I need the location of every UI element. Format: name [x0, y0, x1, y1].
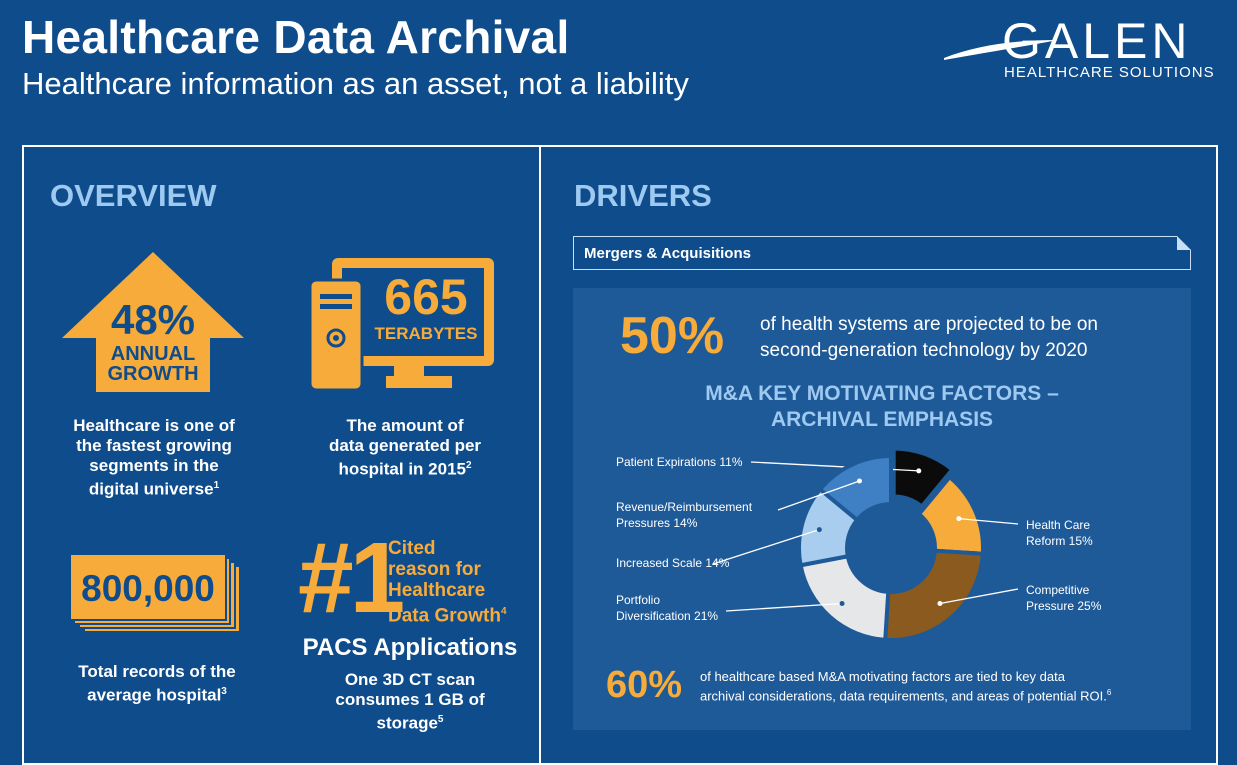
logo-tagline: HEALTHCARE SOLUTIONS — [1004, 64, 1215, 81]
ct-caption: One 3D CT scan consumes 1 GB of storage5 — [335, 670, 485, 733]
donut-slice-patient-expirations — [891, 446, 956, 510]
growth-arrow-graphic: 48% ANNUAL GROWTH — [62, 252, 244, 392]
growth-pct: 48% — [110, 296, 196, 343]
leader-dot-patient-expirations — [916, 468, 922, 474]
up-arrow-icon — [62, 252, 244, 392]
logo-swoosh-icon — [944, 40, 1058, 60]
leader-line-competitive-pressure — [939, 588, 1019, 605]
leader-line-portfolio-diversification — [725, 602, 843, 612]
terabytes-caption: The amount of data generated per hospita… — [328, 416, 482, 479]
logo-wordmark: GALEN — [1002, 13, 1192, 69]
terabytes-unit: TERABYTES — [374, 324, 478, 343]
label-portfolio-diversification: Portfolio Diversification 21% — [616, 593, 719, 623]
leader-line-increased-scale — [712, 528, 820, 565]
donut-slice-portfolio-diversification — [798, 553, 891, 642]
page-subtitle: Healthcare information as an asset, not … — [22, 66, 689, 101]
donut-slice-competitive-pressure — [883, 548, 985, 642]
galen-logo: GALEN HEALTHCARE SOLUTIONS — [940, 8, 1225, 88]
tab-mergers-acquisitions[interactable]: Mergers & Acquisitions — [573, 236, 1191, 270]
leader-dot-increased-scale — [816, 527, 822, 533]
stat-50-text: of health systems are projected to be on… — [760, 314, 1098, 361]
leader-dot-portfolio-diversification — [839, 601, 845, 607]
terabytes-number: 665 — [384, 269, 468, 325]
stat-50-pct: 50% — [620, 307, 725, 365]
leader-dot-health-care-reform — [956, 516, 962, 522]
label-health-care-reform: Health Care Reform 15% — [1026, 518, 1093, 548]
chart-title: M&A KEY MOTIVATING FACTORS – ARCHIVAL EM… — [705, 382, 1059, 431]
computer-icon — [310, 258, 494, 390]
leader-line-health-care-reform — [958, 517, 1019, 525]
records-caption: Total records of the average hospital3 — [78, 662, 236, 705]
label-increased-scale: Increased Scale 14% — [616, 556, 730, 570]
computer-graphic: 665 TERABYTES — [310, 258, 495, 390]
page-title: Healthcare Data Archival — [22, 11, 570, 63]
cited-text: Cited reason for Healthcare Data Growth4 — [388, 538, 507, 627]
drivers-panel: 50% of health systems are projected to b… — [573, 288, 1191, 730]
leader-line-revenue-reimbursement — [777, 480, 860, 511]
overview-heading: OVERVIEW — [50, 178, 217, 213]
label-revenue-reimbursement: Revenue/Reimbursement Pressures 14% — [616, 500, 753, 530]
records-graphic: 800,000 — [70, 554, 242, 634]
label-competitive-pressure: Competitive Pressure 25% — [1026, 583, 1102, 613]
label-patient-expirations: Patient Expirations 11% — [616, 455, 743, 469]
document-stack-icon — [70, 554, 241, 633]
rank-number: #1 — [298, 522, 405, 634]
column-divider — [539, 145, 541, 765]
records-number: 800,000 — [81, 568, 215, 609]
leader-dot-competitive-pressure — [937, 601, 943, 607]
stat-60-text: of healthcare based M&A motivating facto… — [700, 669, 1112, 704]
donut-slice-revenue-reimbursement — [817, 453, 893, 523]
folded-corner-icon — [1177, 236, 1191, 250]
leader-dot-revenue-reimbursement — [856, 478, 862, 484]
pacs-heading: PACS Applications — [302, 634, 518, 661]
growth-label-1: ANNUAL — [110, 343, 196, 365]
stat-60-pct: 60% — [606, 664, 683, 706]
donut-chart — [712, 446, 1019, 642]
drivers-heading: DRIVERS — [574, 178, 712, 213]
growth-label-2: GROWTH — [107, 363, 199, 385]
growth-caption: Healthcare is one of the fastest growing… — [73, 416, 235, 499]
